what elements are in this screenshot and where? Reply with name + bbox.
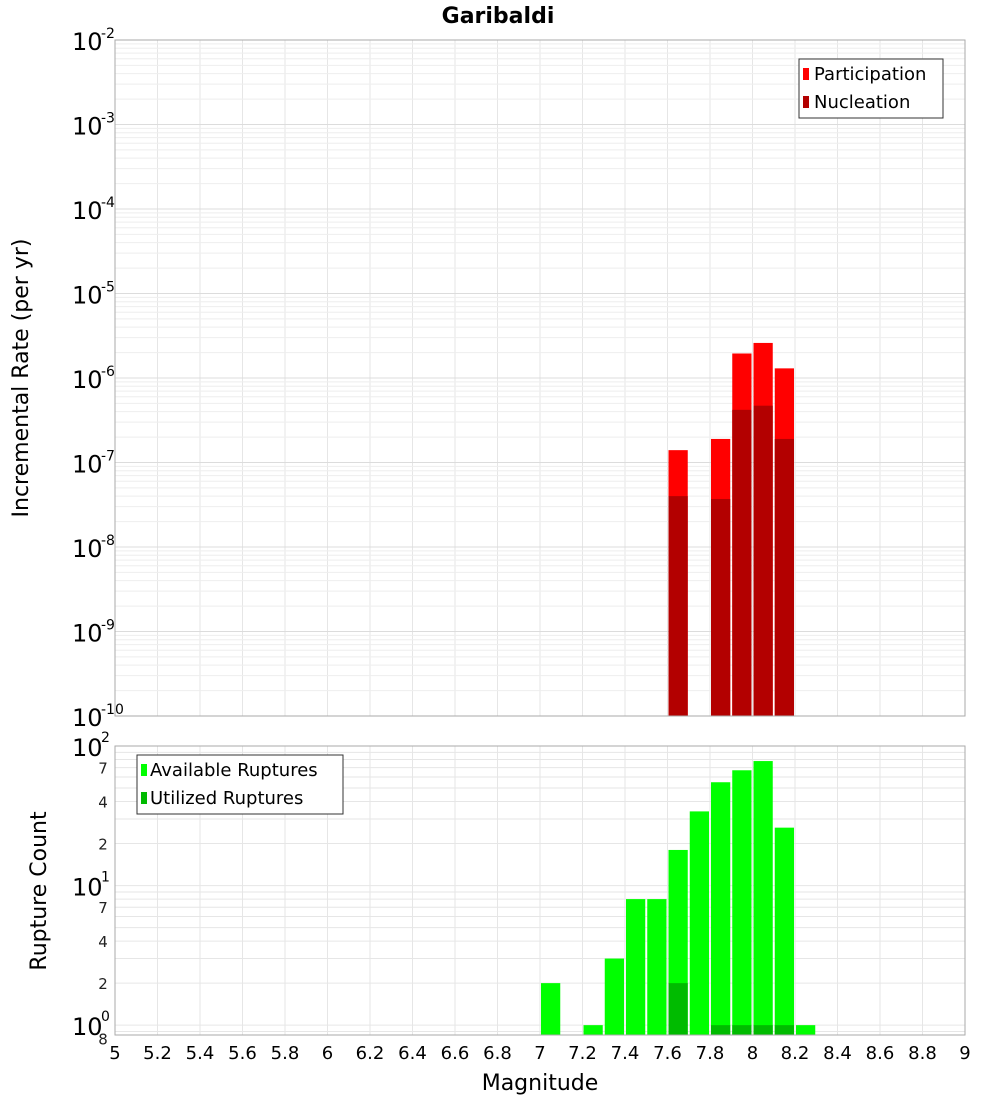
y-tick-exponent: -5 [101,280,115,296]
available-ruptures-bar [604,958,624,1035]
utilized-ruptures-bar [711,1025,731,1035]
nucleation-bar [753,405,773,716]
y-tick-exponent: -9 [101,618,115,634]
available-ruptures-bar [541,983,561,1035]
utilized-ruptures-bar [732,1025,752,1035]
x-tick-label: 7.2 [568,1043,597,1064]
legend-swatch-utilized [141,792,147,804]
x-tick-label: 5.8 [271,1043,300,1064]
top-plot-frame [114,39,966,717]
x-axis-label: Magnitude [482,1071,599,1096]
x-tick-label: 7.8 [696,1043,725,1064]
x-tick-label: 6.4 [398,1043,427,1064]
x-tick-label: 8 [747,1043,758,1064]
legend-label-available: Available Ruptures [150,760,318,781]
y-tick-label: 10 [72,28,103,56]
y-tick-label: 10 [72,874,103,902]
x-tick-label: 6.8 [483,1043,512,1064]
legend-swatch-available [141,764,147,776]
y-tick-exponent: 1 [101,870,110,886]
y-tick-exponent: -7 [101,449,115,465]
x-tick-label: 7.4 [611,1043,640,1064]
x-tick-label: 8.4 [823,1043,852,1064]
bottom-legend-box [136,754,344,815]
available-ruptures-bar [583,1025,603,1035]
y-tick-exponent: 0 [101,1009,110,1025]
y-tick-exponent: -6 [101,364,115,380]
y-tick-label: 10 [72,113,103,141]
x-tick-label: 8.8 [908,1043,937,1064]
y-minor-tick-label: 7 [98,899,108,917]
legend-label-participation: Participation [814,64,926,85]
y-tick-label: 10 [72,197,103,225]
y-tick-label: 10 [72,451,103,479]
top-y-axis-label: Incremental Rate (per yr) [9,239,34,518]
x-tick-label: 8.2 [781,1043,810,1064]
legend-swatch-nucleation [803,96,809,108]
x-tick-label: 5 [109,1043,120,1064]
x-tick-label: 6.2 [356,1043,385,1064]
x-tick-label: 7 [534,1043,545,1064]
x-tick-label: 8.6 [866,1043,895,1064]
y-tick-exponent: -2 [101,26,115,42]
y-tick-label: 10 [72,282,103,310]
utilized-ruptures-bar [668,983,688,1035]
x-tick-label: 6 [322,1043,333,1064]
y-minor-tick-label: 8 [98,1031,108,1049]
bottom-y-axis-label: Rupture Count [27,811,52,971]
y-tick-exponent: -3 [101,111,115,127]
available-ruptures-bar [626,899,646,1035]
nucleation-bar [732,409,752,716]
legend-label-nucleation: Nucleation [814,92,910,113]
x-tick-label: 7.6 [653,1043,682,1064]
y-tick-label: 10 [72,1013,103,1041]
nucleation-bar [711,498,731,716]
y-minor-tick-label: 7 [98,760,108,778]
x-tick-label: 6.6 [441,1043,470,1064]
y-minor-tick-label: 2 [98,836,108,854]
top-legend-box [798,58,944,119]
utilized-ruptures-bar [774,1025,794,1035]
x-tick-label: 9 [959,1043,970,1064]
x-tick-label: 5.4 [186,1043,215,1064]
y-tick-label: 10 [72,734,103,762]
available-ruptures-bar [774,827,794,1035]
available-ruptures-bar [753,761,773,1035]
legend-swatch-participation [803,68,809,80]
y-minor-tick-label: 4 [98,933,108,951]
available-ruptures-bar [647,899,667,1035]
y-tick-label: 10 [72,535,103,563]
available-ruptures-bar [732,770,752,1035]
bottom-plot-frame [114,745,966,1036]
utilized-ruptures-bar [753,1025,773,1035]
y-minor-tick-label: 2 [98,975,108,993]
y-tick-exponent: 2 [101,730,110,746]
y-tick-label: 10 [72,366,103,394]
y-tick-exponent: -4 [101,195,115,211]
x-tick-label: 5.6 [228,1043,257,1064]
legend-label-utilized: Utilized Ruptures [150,788,303,809]
nucleation-bar [668,496,688,716]
nucleation-bar [774,438,794,716]
available-ruptures-bar [796,1025,816,1035]
y-tick-exponent: -10 [101,702,124,718]
y-tick-label: 10 [72,620,103,648]
y-minor-tick-label: 4 [98,794,108,812]
y-tick-exponent: -8 [101,533,115,549]
available-ruptures-bar [711,782,731,1035]
chart-title: Garibaldi [442,4,555,29]
available-ruptures-bar [689,811,709,1035]
y-tick-label: 10 [72,704,103,732]
x-tick-label: 5.2 [143,1043,172,1064]
